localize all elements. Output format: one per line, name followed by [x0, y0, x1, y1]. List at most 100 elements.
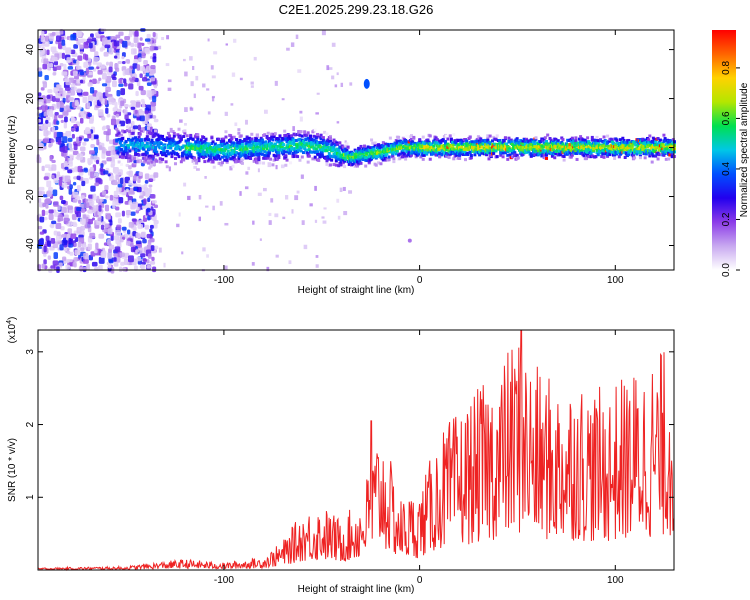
heatmap-cell [317, 158, 321, 162]
heatmap-cell [301, 139, 305, 143]
heatmap-cell [73, 124, 78, 128]
heatmap-cell [139, 37, 143, 41]
heatmap-cell [545, 156, 549, 160]
heatmap-cell [79, 44, 84, 50]
heatmap-cell [154, 145, 158, 149]
heatmap-cell [492, 144, 496, 148]
heatmap-cell [109, 194, 114, 201]
heatmap-cell [274, 213, 279, 218]
heatmap-cell [65, 130, 72, 137]
snr-panel: -100 0 100 123 Height of straight line (km… [6, 317, 675, 595]
heatmap-cell [73, 257, 77, 264]
heatmap-cell [236, 143, 240, 147]
heatmap-cell [103, 51, 109, 57]
heatmap-cell [100, 64, 106, 69]
heatmap-cell [412, 149, 416, 153]
heatmap-cell [305, 133, 309, 137]
heatmap-cell [150, 132, 154, 136]
heatmap-cell [256, 161, 260, 165]
heatmap-cell [375, 146, 379, 150]
heatmap-cell [46, 40, 50, 47]
heatmap-cell [51, 31, 56, 36]
heatmap-cell [413, 141, 417, 145]
heatmap-cell [425, 150, 429, 154]
heatmap-cell [237, 159, 241, 163]
heatmap-cell [96, 66, 100, 70]
heatmap-cell [438, 155, 442, 159]
heatmap-cell [179, 138, 183, 142]
heatmap-cell [388, 136, 392, 140]
heatmap-cell [121, 55, 125, 60]
heatmap-cell [72, 214, 77, 221]
heatmap-cell [92, 78, 97, 84]
heatmap-cell [83, 111, 88, 115]
heatmap-cell [61, 234, 67, 238]
heatmap-cell [76, 185, 81, 192]
heatmap-cell [506, 150, 510, 154]
heatmap-cell [481, 139, 485, 143]
heatmap-cell [158, 247, 162, 253]
heatmap-cell [506, 157, 510, 161]
heatmap-cell [120, 100, 125, 107]
heatmap-cell [38, 198, 42, 204]
heatmap-cell [46, 95, 51, 99]
heatmap-cell [266, 266, 270, 272]
heatmap-cell [189, 107, 194, 111]
heatmap-cell [140, 98, 145, 103]
heatmap-cell [39, 216, 45, 223]
heatmap-cell [303, 130, 307, 134]
heatmap-cell [38, 186, 45, 191]
heatmap-cell [257, 156, 261, 160]
heatmap-cell [153, 204, 159, 209]
heatmap-cell [586, 136, 590, 140]
heatmap-cell [299, 146, 303, 150]
heatmap-cell [42, 138, 49, 144]
heatmap-cell [47, 89, 53, 94]
heatmap-cell [494, 149, 498, 153]
heatmap-cell [325, 132, 329, 136]
heatmap-cell [253, 141, 257, 145]
heatmap-cell [79, 79, 84, 84]
heatmap-cell [570, 136, 574, 140]
heatmap-cell [70, 117, 76, 123]
heatmap-cell [77, 165, 83, 173]
heatmap-cell [61, 239, 68, 246]
heatmap-cell [250, 153, 254, 157]
heatmap-cell [43, 58, 49, 65]
heatmap-cell [315, 255, 319, 258]
heatmap-cell [250, 144, 254, 148]
heatmap-cell [341, 145, 345, 149]
heatmap-cell [630, 146, 634, 150]
heatmap-cell [182, 135, 186, 139]
heatmap-cell [402, 152, 406, 156]
heatmap-cell [151, 200, 157, 204]
heatmap-cell [268, 212, 272, 216]
heatmap-cell [146, 82, 152, 86]
heatmap-cell [197, 151, 201, 155]
heatmap-cell [144, 153, 148, 157]
heatmap-cell [157, 45, 162, 50]
heatmap-cell [494, 138, 498, 142]
heatmap-cell [338, 141, 342, 145]
heatmap-cell [171, 137, 175, 141]
heatmap-cell [359, 161, 363, 165]
heatmap-cell [273, 142, 277, 146]
heatmap-cell [144, 158, 148, 162]
heatmap-cell [37, 142, 43, 149]
heatmap-cell [249, 150, 253, 154]
heatmap-cell [122, 267, 126, 272]
heatmap-cell [59, 195, 64, 201]
heatmap-cell [166, 131, 170, 135]
heatmap-cell [581, 141, 585, 145]
heatmap-cell [132, 63, 138, 69]
heatmap-cell [163, 151, 167, 155]
heatmap-cell [125, 240, 131, 246]
heatmap-cell [43, 129, 49, 137]
heatmap-cell [478, 153, 482, 157]
heatmap-cell [581, 139, 585, 143]
heatmap-cell [83, 138, 89, 142]
heatmap-cell [84, 128, 91, 134]
heatmap-cell [297, 69, 302, 73]
heatmap-cell [148, 178, 154, 182]
heatmap-cell [283, 146, 287, 150]
